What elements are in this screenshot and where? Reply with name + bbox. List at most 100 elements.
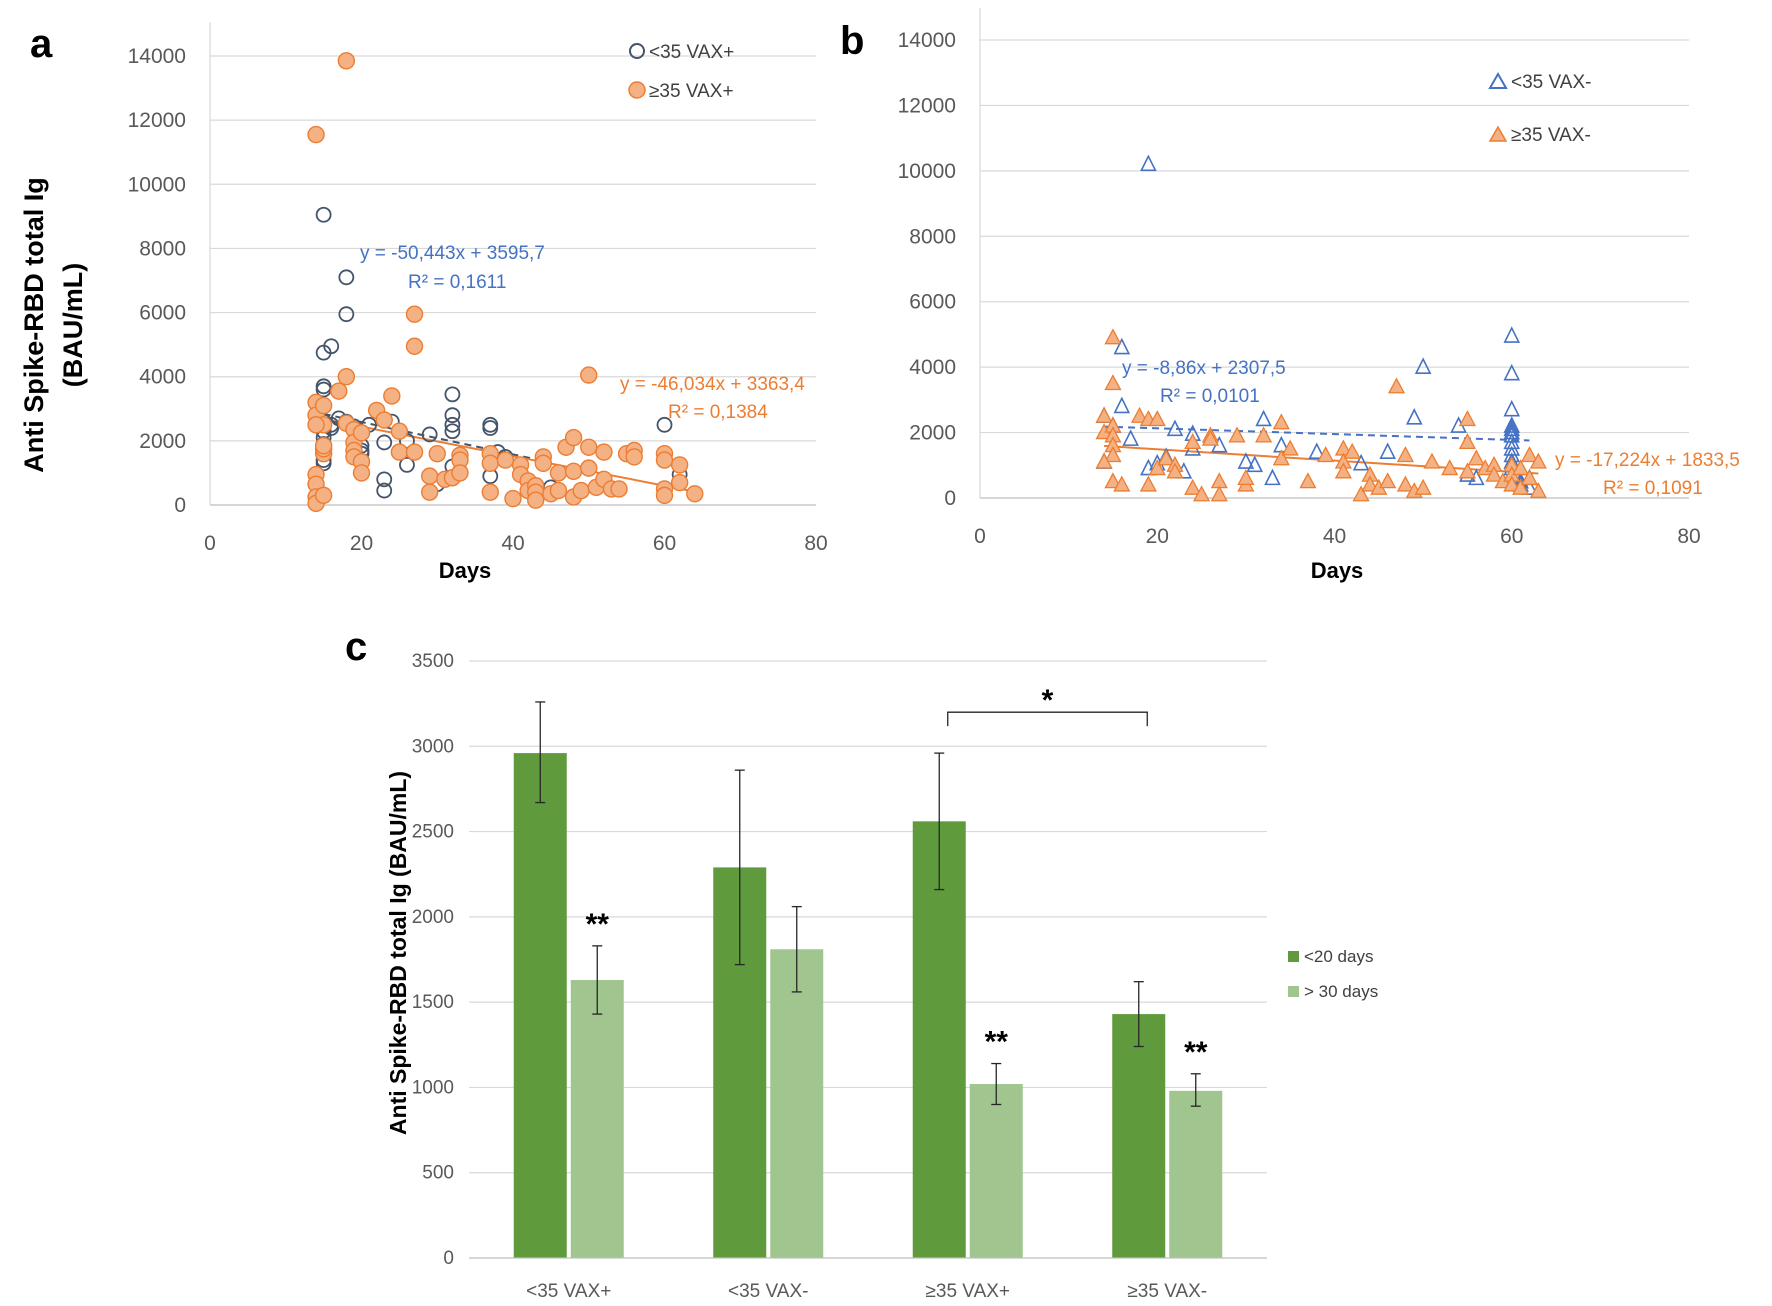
b-series1-point <box>1122 429 1139 446</box>
b-series2-point <box>1113 475 1131 492</box>
c-bar-gt30 <box>770 949 824 1258</box>
panel-a-y-axis-title: Anti Spike-RBD total Ig (BAU/mL) <box>19 177 88 473</box>
b-series2-point <box>1281 439 1299 456</box>
c-y-tick-label: 2000 <box>412 907 454 928</box>
panel-b-scatter: b 0 2000 4000 6000 8000 10000 12000 14000 0 20 40 6… <box>840 8 1740 583</box>
a-x-tick-label: 80 <box>804 532 827 555</box>
a-series2-point <box>481 483 499 501</box>
c-y-tick-label: 1500 <box>412 992 454 1013</box>
c-significance-stars: ** <box>985 1026 1009 1059</box>
a-y-tick-label: 8000 <box>139 237 186 260</box>
b-series2-point <box>1503 475 1521 492</box>
b-series1-point <box>1503 326 1521 343</box>
panel-b-gridlines <box>980 39 1689 434</box>
a-series2-point <box>481 454 499 473</box>
a-series2-point <box>527 491 545 509</box>
c-error-bar <box>592 945 603 1015</box>
legend-filled-circle-icon <box>628 81 646 99</box>
a-series2-point <box>314 396 333 415</box>
a-series1-point <box>338 306 355 323</box>
a-x-tick-label: 60 <box>653 532 676 555</box>
b-series2-point <box>1361 475 1379 492</box>
a-series2-point <box>580 459 598 477</box>
b-y-tick-label: 6000 <box>909 291 956 314</box>
a-series1-point <box>338 269 355 286</box>
a-series1-point <box>376 434 393 451</box>
panel-a-x-axis-title: Days <box>439 558 492 583</box>
a-series2-point <box>390 443 409 461</box>
b-series2-point <box>1520 468 1539 486</box>
c-error-bar <box>1133 981 1144 1048</box>
panel-c-bars <box>513 701 1223 1258</box>
b-series1-point <box>1352 453 1370 471</box>
legend-dark-green-swatch <box>1288 951 1299 962</box>
b-series2-point <box>1520 446 1539 463</box>
b-series2-point <box>1201 429 1220 446</box>
b-series1-point <box>1113 337 1131 355</box>
b-series2-point <box>1387 377 1406 394</box>
a-series1-point <box>376 471 393 488</box>
b-series1-point <box>1503 422 1521 440</box>
a-series2-point <box>405 443 424 461</box>
c-error-bar <box>734 769 745 966</box>
a-series2-point <box>337 368 356 386</box>
a-series2-point <box>655 451 674 469</box>
b-series2-point <box>1458 462 1477 479</box>
a-series2-point <box>655 486 674 505</box>
a-series2-point <box>686 485 704 503</box>
a-y-tick-label: 14000 <box>128 45 186 68</box>
a-series2-point <box>375 411 393 429</box>
a-series2-point <box>314 436 333 455</box>
b-series2-point <box>1095 406 1113 423</box>
b-series2-point <box>1529 452 1547 469</box>
b-series2-point <box>1104 328 1122 345</box>
b-series2-point <box>1458 410 1477 427</box>
panel-b-eq-series2: y = -17,224x + 1833,5 <box>1555 450 1740 471</box>
a-series1-point <box>421 426 438 443</box>
panel-c-bar: c 0 500 1000 1500 2000 2500 3000 3500 <35 VAX+ <3… <box>345 625 1378 1302</box>
panel-b-legend: <35 VAX- ≥35 VAX- <box>1488 71 1591 146</box>
panel-a-y-title-line2: (BAU/mL) <box>58 263 88 387</box>
c-bar-gt30 <box>1169 1090 1223 1258</box>
b-series2-point <box>1166 462 1184 479</box>
c-category-label: ≥35 VAX+ <box>925 1281 1010 1302</box>
a-series2-point <box>405 305 424 323</box>
a-series2-point <box>405 337 424 355</box>
a-series1-point <box>482 416 499 433</box>
b-series1-point <box>1503 399 1521 417</box>
b-x-tick-label: 60 <box>1500 525 1523 548</box>
b-series2-point <box>1485 465 1503 482</box>
panel-a-points <box>307 52 704 513</box>
b-y-tick-label: 8000 <box>909 225 956 248</box>
panel-b-r2-series2: R² = 0,1091 <box>1603 478 1703 499</box>
b-series2-point <box>1272 449 1290 466</box>
c-bar-lt20 <box>513 753 567 1258</box>
c-significance-bracket <box>947 711 1148 727</box>
panel-a-eq-series1: y = -50,443x + 3595,7 <box>360 243 545 264</box>
a-series2-point <box>534 454 552 473</box>
c-y-tick-label: 3500 <box>412 651 454 672</box>
b-series2-point <box>1441 459 1459 476</box>
c-y-tick-label: 1000 <box>412 1077 454 1098</box>
panel-a-eq-series2: y = -46,034x + 3363,4 <box>620 374 805 395</box>
b-series2-point <box>1396 475 1414 492</box>
b-series2-point <box>1352 485 1370 502</box>
b-y-tick-label: 2000 <box>909 422 956 445</box>
b-series1-trendline <box>1104 425 1530 442</box>
a-x-tick-label: 0 <box>204 532 216 555</box>
panel-a-scatter: a 0 2000 4000 6000 8000 10000 12000 14000 0 20 40 6… <box>19 22 828 583</box>
panel-a-legend: <35 VAX+ ≥35 VAX+ <box>628 42 734 102</box>
b-series2-point <box>1343 442 1361 459</box>
a-series2-point <box>549 481 568 500</box>
b-series2-point <box>1255 426 1273 443</box>
c-error-bar <box>535 701 546 804</box>
panel-b-r2-series1: R² = 0,0101 <box>1160 386 1260 407</box>
c-bar-lt20 <box>1112 1014 1166 1258</box>
b-series2-point <box>1184 478 1202 495</box>
legend-open-triangle-icon <box>1488 71 1508 89</box>
a-series1-point <box>444 423 461 440</box>
c-category-label: <35 VAX+ <box>526 1281 611 1302</box>
a-series2-point <box>383 387 401 405</box>
a-series2-point <box>670 473 689 492</box>
c-error-bar <box>791 905 802 993</box>
